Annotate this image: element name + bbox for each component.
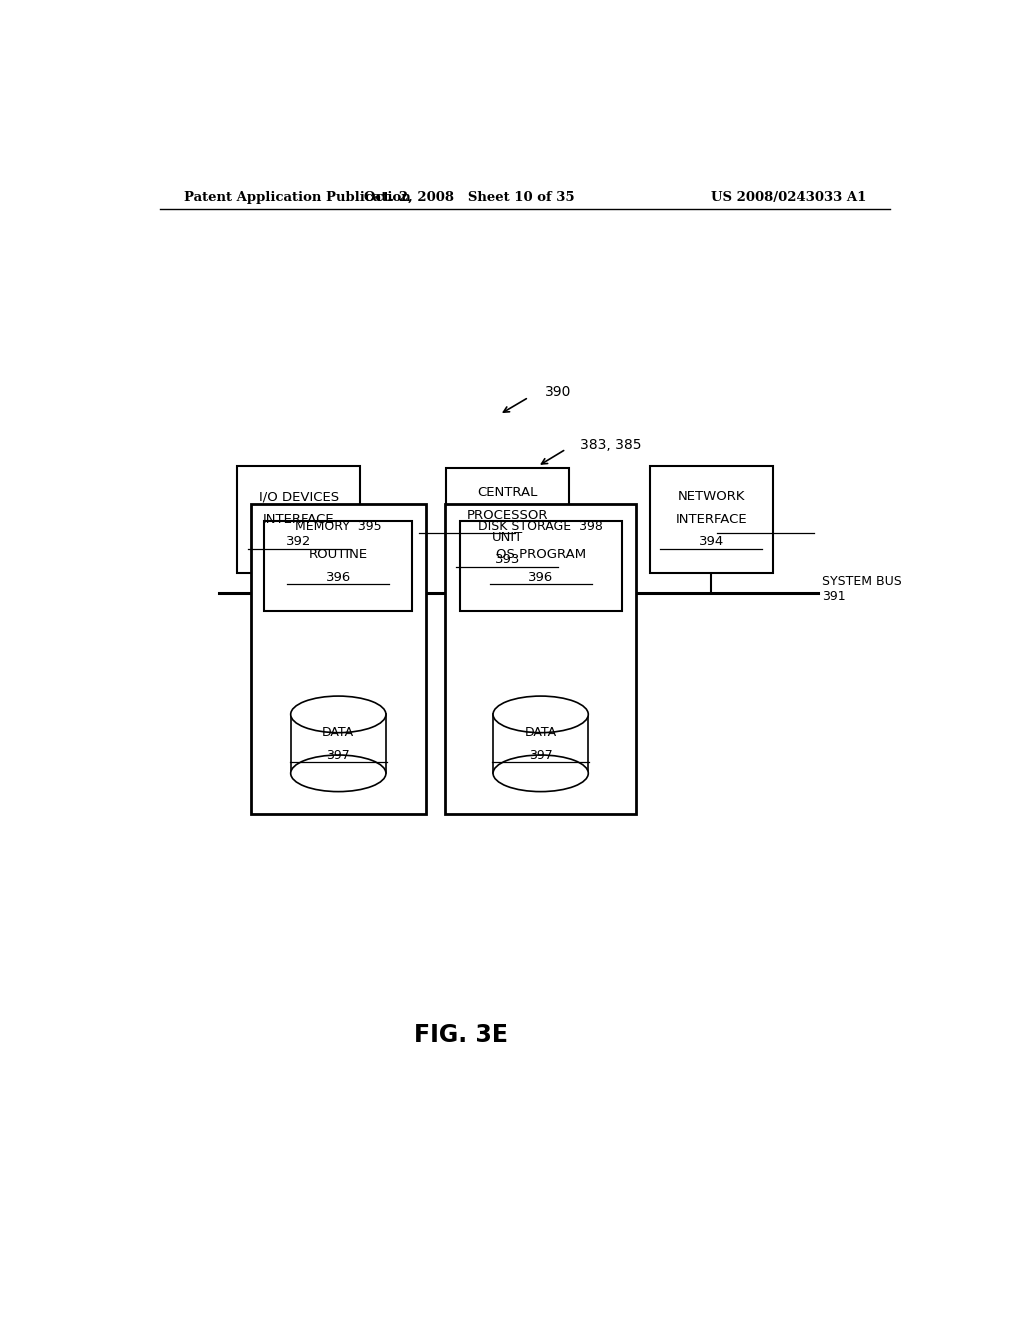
Text: 383, 385: 383, 385 [581,438,642,451]
Text: I/O DEVICES: I/O DEVICES [259,490,339,503]
Ellipse shape [494,696,588,733]
Text: Patent Application Publication: Patent Application Publication [183,190,411,203]
Text: PROCESSOR: PROCESSOR [467,508,548,521]
Text: NETWORK: NETWORK [678,490,745,503]
Text: 397: 397 [327,748,350,762]
Bar [494,714,589,774]
Text: DISK STORAGE  398: DISK STORAGE 398 [478,520,603,533]
Bar [460,521,622,611]
Ellipse shape [291,755,386,792]
Text: 390: 390 [545,385,571,399]
Text: INTERFACE: INTERFACE [676,512,748,525]
Ellipse shape [494,755,588,792]
Text: SYSTEM BUS
391: SYSTEM BUS 391 [822,576,902,603]
Bar [445,504,636,814]
Bar [650,466,773,573]
Text: 397: 397 [528,748,553,762]
Text: CENTRAL: CENTRAL [477,486,538,499]
Bar [238,466,360,573]
Bar [291,714,386,774]
Text: Oct. 2, 2008   Sheet 10 of 35: Oct. 2, 2008 Sheet 10 of 35 [364,190,574,203]
Text: MEMORY  395: MEMORY 395 [295,520,382,533]
Bar [251,504,426,814]
Bar [445,467,569,585]
Text: 396: 396 [528,570,553,583]
Text: OS PROGRAM: OS PROGRAM [496,548,586,561]
Bar [264,521,412,611]
Text: 392: 392 [286,535,311,548]
Text: FIG. 3E: FIG. 3E [415,1023,508,1047]
Text: ROUTINE: ROUTINE [309,548,368,561]
Text: 393: 393 [495,553,520,566]
Ellipse shape [291,696,386,733]
Text: 396: 396 [326,570,351,583]
Text: 394: 394 [698,535,724,548]
Text: DATA: DATA [323,726,354,739]
Text: UNIT: UNIT [492,531,523,544]
Text: DATA: DATA [524,726,557,739]
Text: INTERFACE: INTERFACE [263,512,335,525]
Text: US 2008/0243033 A1: US 2008/0243033 A1 [711,190,866,203]
